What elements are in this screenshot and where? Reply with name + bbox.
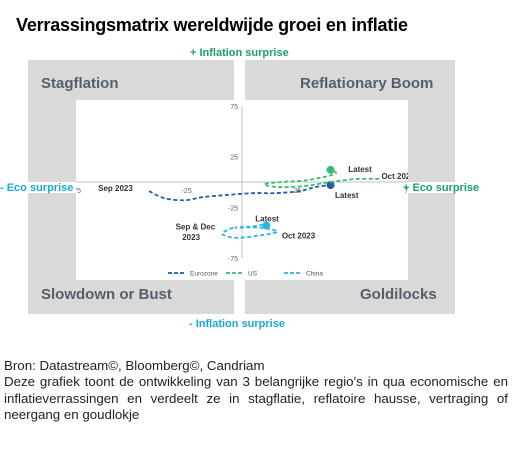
latest-point-eurozone <box>326 181 335 190</box>
y-tick-label: -25 <box>228 205 238 212</box>
y-tick-label: -75 <box>228 256 238 263</box>
x-tick-label: -75 <box>76 188 81 195</box>
axis-label-top: + Inflation surprise <box>190 47 289 59</box>
latest-point-us <box>326 165 335 174</box>
axis-label-right: + Eco surprise <box>403 182 480 194</box>
footer: Bron: Datastream©, Bloomberg©, Candriam … <box>4 358 508 423</box>
series-line-eurozone <box>148 184 331 202</box>
chart-title: Verrassingsmatrix wereldwijde groei en i… <box>16 15 408 35</box>
legend-label-eurozone: Eurozone <box>190 271 218 278</box>
quadrant-label-goldilocks: Goldilocks <box>360 286 437 303</box>
axis-label-bottom: - Inflation surprise <box>189 318 285 330</box>
x-tick-label: 75 <box>404 188 408 195</box>
annotation-label: 2023 <box>182 233 200 242</box>
latest-point-china <box>262 221 271 230</box>
y-tick-label: 25 <box>230 155 238 162</box>
annotation-label: Sep 2023 <box>98 184 133 193</box>
series-line-us <box>263 169 380 189</box>
annotation-label: Sep & Dec <box>176 223 216 232</box>
legend-label-china: China <box>306 271 323 278</box>
quadrant-label-stagflation: Stagflation <box>41 75 119 92</box>
annotation-label: Latest <box>348 165 372 174</box>
annotation-label: Oct 2023 <box>381 172 408 181</box>
quadrant-label-reflationary-boom: Reflationary Boom <box>300 75 434 92</box>
annotation-label: Latest <box>335 191 359 200</box>
x-tick-label: -25 <box>182 188 192 195</box>
legend-label-us: US <box>248 271 258 278</box>
quadrant-label-slowdown: Slowdown or Bust <box>41 286 172 303</box>
axis-label-left: - Eco surprise <box>0 182 74 194</box>
y-tick-label: 75 <box>230 104 238 111</box>
annotation-label: Oct 2023 <box>282 232 316 241</box>
annotation-label: Latest <box>255 215 279 224</box>
description-text: Deze grafiek toont de ontwikkeling van 3… <box>4 374 508 422</box>
source-text: Bron: Datastream©, Bloomberg©, Candriam <box>4 358 265 373</box>
